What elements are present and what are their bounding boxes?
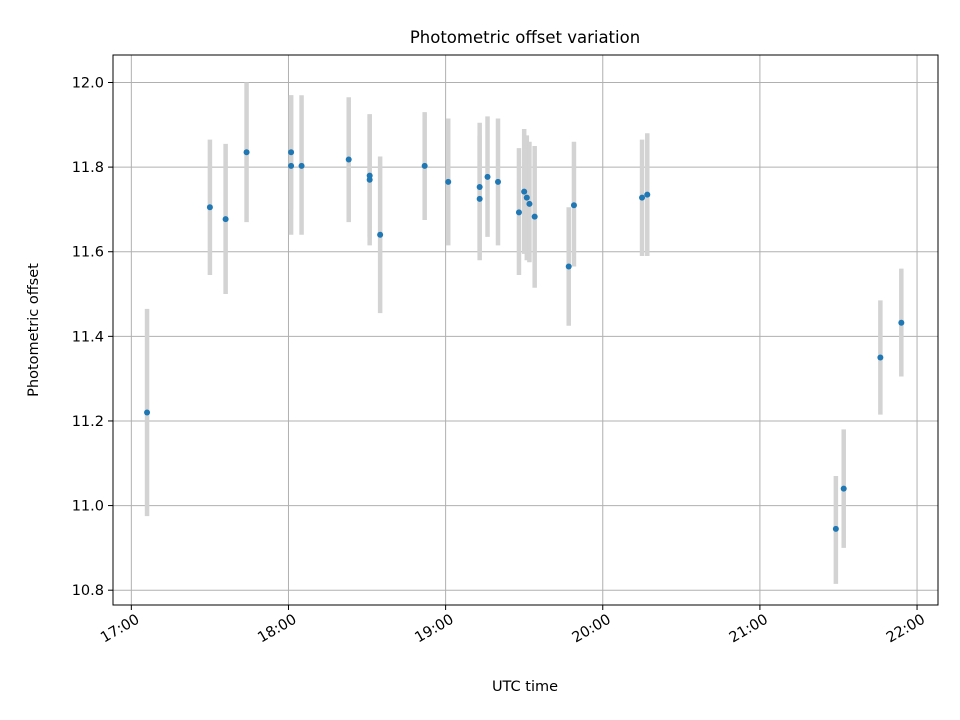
data-point [484, 173, 491, 180]
data-point [445, 178, 452, 185]
data-point [644, 191, 651, 198]
data-point [570, 202, 577, 209]
x-tick-label: 17:00 [98, 612, 142, 647]
y-axis: 10.8 11.0 11.2 11.4 11.6 11.8 12.0 [72, 76, 113, 599]
grid [113, 55, 938, 605]
data-point [206, 204, 213, 211]
error-bars [144, 82, 904, 584]
y-tick-label: 11.4 [72, 329, 104, 345]
x-tick-label: 21:00 [727, 612, 771, 647]
data-points [144, 149, 905, 532]
x-tick-label: 20:00 [570, 612, 614, 647]
y-tick-label: 11.0 [72, 499, 104, 515]
data-point [639, 194, 646, 201]
data-point [832, 525, 839, 532]
data-point [476, 195, 483, 202]
data-point [288, 162, 295, 169]
data-point [898, 319, 905, 326]
data-point [476, 184, 483, 190]
data-point [243, 149, 250, 156]
data-point [565, 263, 572, 270]
x-axis-label: UTC time [492, 679, 558, 695]
data-point [877, 354, 884, 361]
x-axis: 17:00 18:00 19:00 20:00 21:00 22:00 [98, 605, 928, 646]
y-tick-label: 11.8 [72, 160, 104, 176]
y-axis-label: Photometric offset [26, 263, 42, 397]
x-tick-label: 18:00 [255, 612, 299, 647]
data-point [515, 209, 522, 216]
data-point [531, 213, 538, 220]
data-point [222, 216, 229, 223]
data-point [526, 200, 533, 207]
data-point [495, 178, 501, 185]
data-point [298, 162, 305, 169]
data-point [521, 188, 528, 195]
data-point [144, 409, 151, 416]
data-point [288, 149, 295, 156]
data-point [840, 485, 847, 492]
y-tick-label: 11.6 [72, 245, 104, 261]
plot-frame [112, 54, 939, 606]
y-tick-label: 11.2 [72, 414, 104, 430]
chart-title: Photometric offset variation [410, 28, 640, 47]
y-tick-label: 10.8 [72, 583, 104, 599]
x-tick-label: 19:00 [412, 612, 456, 647]
data-point [345, 156, 352, 163]
data-point [377, 231, 384, 238]
data-point [366, 172, 373, 179]
data-point [366, 176, 373, 183]
y-tick-label: 12.0 [72, 76, 104, 92]
x-tick-label: 22:00 [884, 612, 928, 647]
data-point [523, 194, 530, 201]
data-point [421, 162, 428, 169]
